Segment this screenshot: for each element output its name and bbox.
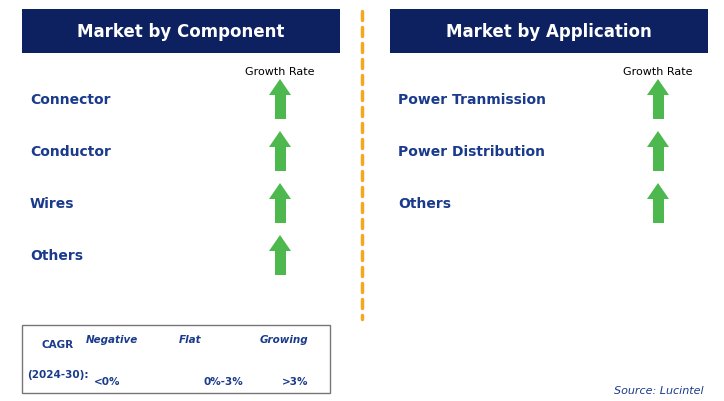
Text: Growing: Growing xyxy=(260,334,308,344)
Text: Power Distribution: Power Distribution xyxy=(398,145,545,159)
Text: (2024-30):: (2024-30): xyxy=(28,369,89,379)
Bar xyxy=(390,10,708,54)
Polygon shape xyxy=(109,358,116,373)
Text: Wires: Wires xyxy=(30,196,75,211)
Text: Source: Lucintel: Source: Lucintel xyxy=(615,385,704,395)
Text: Others: Others xyxy=(398,196,451,211)
Polygon shape xyxy=(274,251,285,275)
Polygon shape xyxy=(195,351,208,367)
Polygon shape xyxy=(274,148,285,172)
Polygon shape xyxy=(274,96,285,120)
Text: Growth Rate: Growth Rate xyxy=(623,67,693,77)
Polygon shape xyxy=(274,200,285,223)
Polygon shape xyxy=(652,96,663,120)
Polygon shape xyxy=(290,368,298,385)
Text: Connector: Connector xyxy=(30,93,111,107)
Polygon shape xyxy=(269,184,291,200)
Polygon shape xyxy=(647,184,669,200)
Text: Power Tranmission: Power Tranmission xyxy=(398,93,546,107)
Polygon shape xyxy=(652,148,663,172)
Text: Market by Component: Market by Component xyxy=(77,23,285,41)
Text: Market by Application: Market by Application xyxy=(446,23,652,41)
Polygon shape xyxy=(269,80,291,96)
Text: Others: Others xyxy=(30,248,83,262)
Polygon shape xyxy=(269,235,291,251)
Text: 0%-3%: 0%-3% xyxy=(204,376,244,386)
Polygon shape xyxy=(286,357,302,368)
Polygon shape xyxy=(652,200,663,223)
Bar xyxy=(22,10,340,54)
Polygon shape xyxy=(104,373,119,383)
Polygon shape xyxy=(647,132,669,148)
Text: Growth Rate: Growth Rate xyxy=(245,67,315,77)
Text: Flat: Flat xyxy=(179,334,201,344)
Polygon shape xyxy=(647,80,669,96)
Text: Conductor: Conductor xyxy=(30,145,111,159)
Text: CAGR: CAGR xyxy=(42,339,74,349)
Polygon shape xyxy=(176,354,195,364)
Text: >3%: >3% xyxy=(282,376,308,386)
Text: Negative: Negative xyxy=(86,334,138,344)
Text: <0%: <0% xyxy=(94,376,120,386)
Bar xyxy=(22,325,330,393)
Polygon shape xyxy=(269,132,291,148)
